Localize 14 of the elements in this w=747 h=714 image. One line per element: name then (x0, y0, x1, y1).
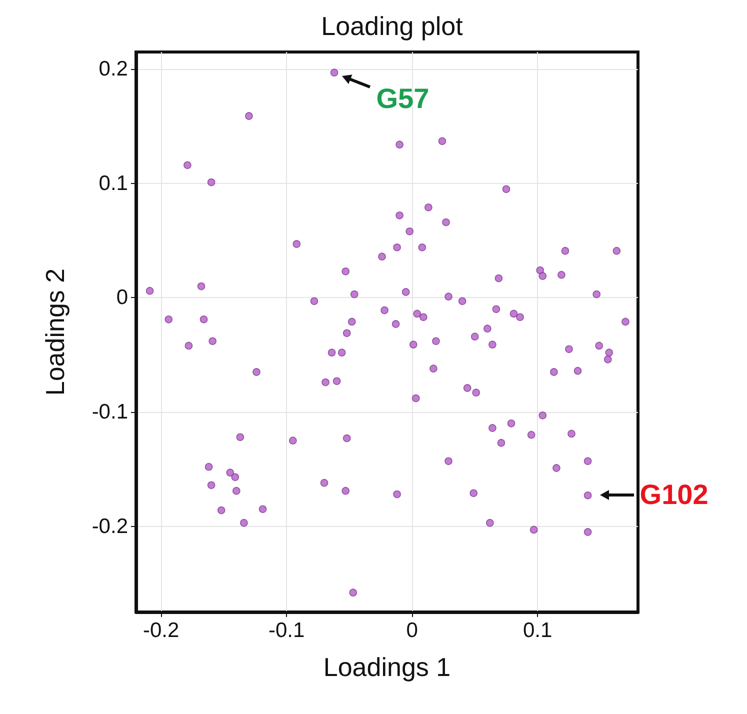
annotation: G102 (640, 479, 708, 512)
x-tick-label: 0 (406, 619, 418, 642)
x-axis-title: Loadings 1 (323, 652, 451, 682)
x-tick-label: -0.1 (268, 619, 305, 642)
y-tick-label: 0.1 (98, 172, 128, 195)
y-tick-label: -0.2 (92, 514, 128, 538)
x-tick-label: 0.1 (523, 619, 552, 642)
y-tick-label: -0.1 (92, 400, 128, 424)
y-tick-label: 0 (116, 286, 128, 310)
chart-title: Loading plot (321, 11, 464, 41)
y-tick-label: 0.2 (98, 58, 128, 81)
annotation: G57 (376, 82, 430, 115)
x-tick-label: -0.2 (143, 619, 180, 642)
y-axis-title: Loadings 2 (40, 268, 70, 396)
